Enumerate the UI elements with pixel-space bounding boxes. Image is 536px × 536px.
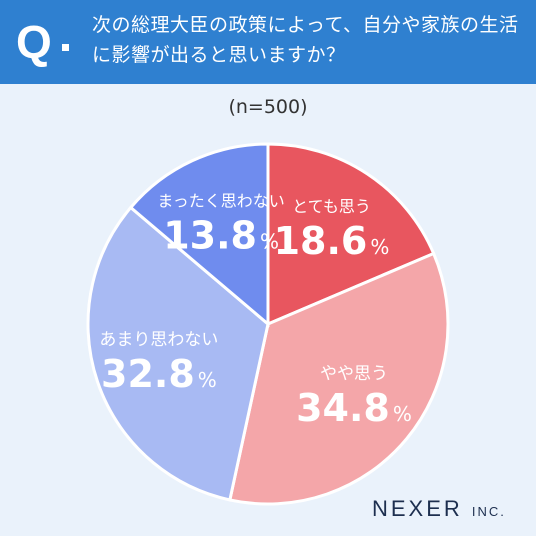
pie-slice [266,142,436,327]
slice-value: 13.8% [163,214,279,258]
company-logo: NEXER INC. [372,496,506,522]
slice-value: 32.8% [101,352,217,396]
pie-slice [228,251,450,506]
sample-size: (n=500) [228,96,308,118]
q-dot [62,44,69,51]
logo-suffix: INC. [471,504,506,519]
pie-slice [128,142,270,328]
q-mark: Q [16,16,52,68]
slice-value: 34.8% [296,386,412,430]
question-text: 次の総理大臣の政策によって、自分や家族の生活に影響が出ると思いますか？ [92,14,519,66]
slice-value: 18.6% [274,219,390,263]
question-header: Q 次の総理大臣の政策によって、自分や家族の生活に影響が出ると思いますか？ [0,0,536,84]
slice-label: とても思う [292,197,371,216]
logo-name: NEXER [372,496,463,521]
slice-label: やや思う [320,364,388,384]
pie-slices [86,142,450,506]
slice-label: あまり思わない [99,330,218,350]
slice-label: まったく思わない [157,192,284,211]
pie-slice [86,205,270,502]
